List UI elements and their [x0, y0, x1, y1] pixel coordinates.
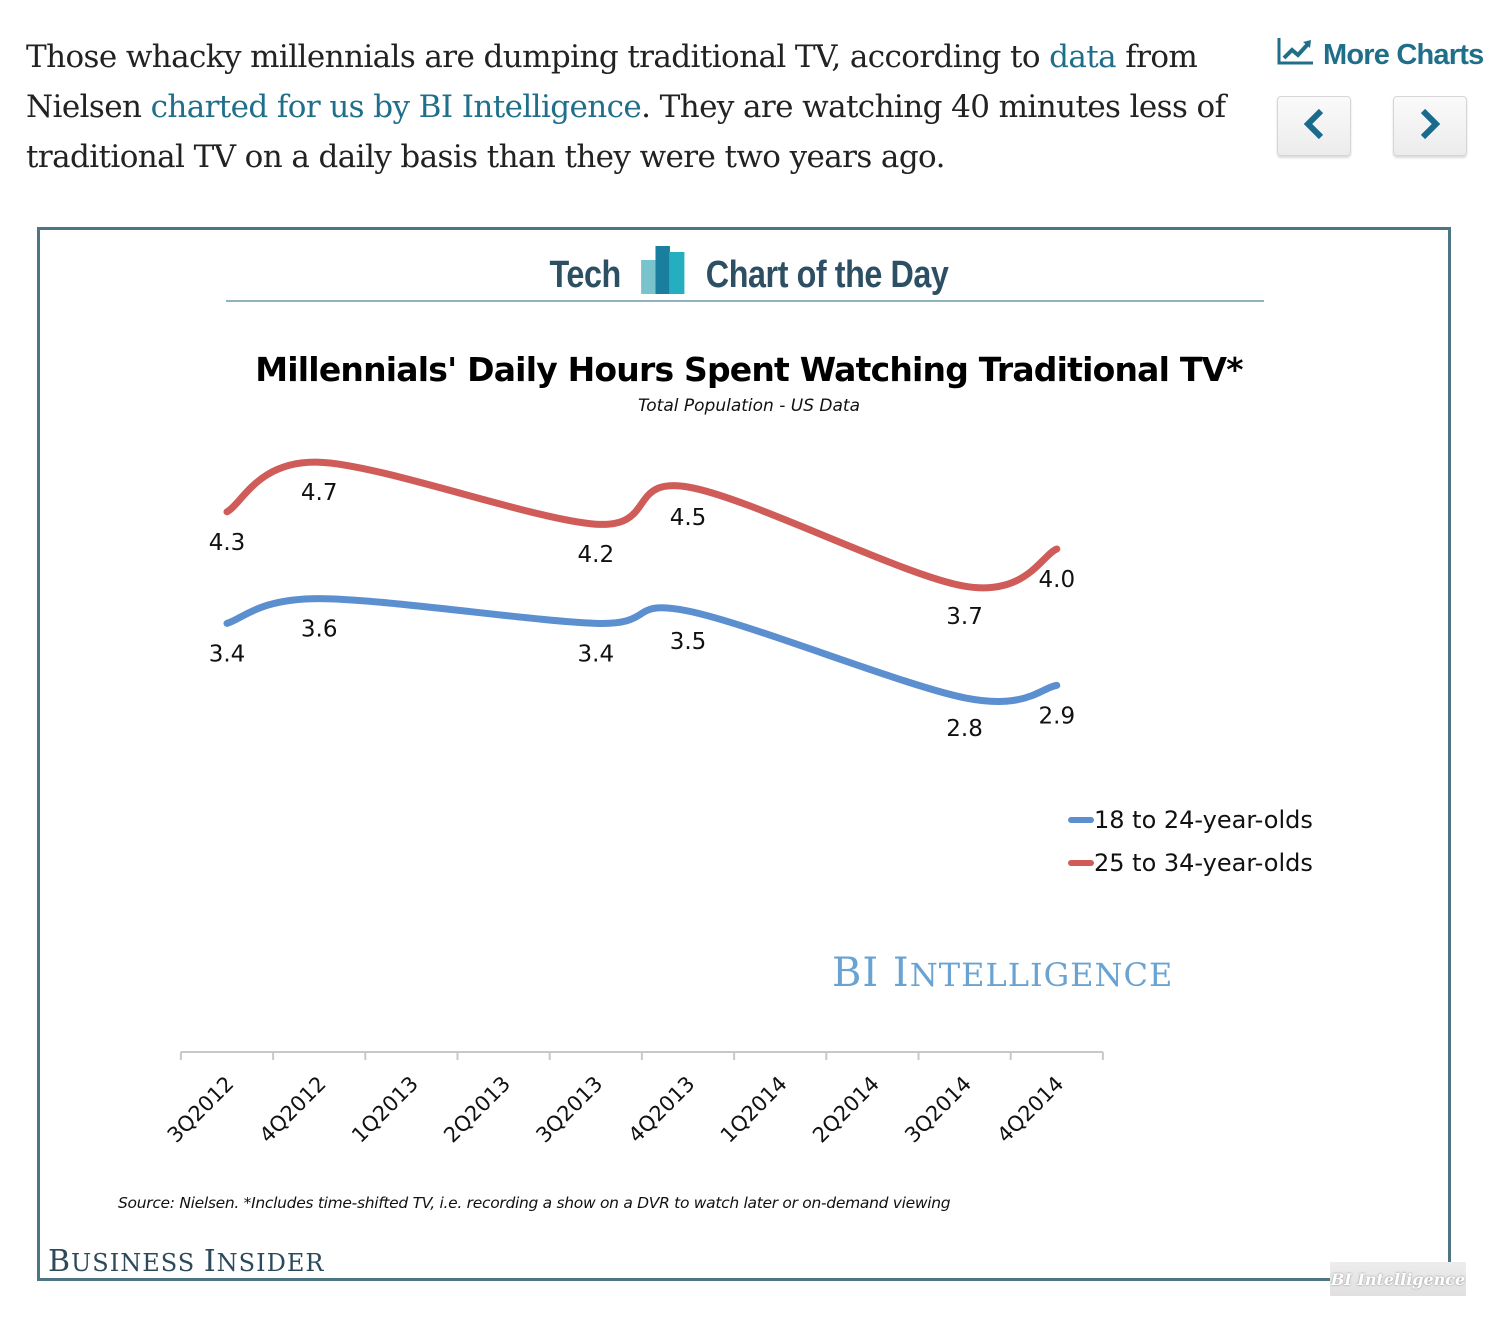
banner-chart-of-the-day: Chart of the Day	[705, 253, 949, 296]
data-label: 4.3	[209, 530, 246, 556]
x-tick-label: 2Q2013	[439, 1072, 515, 1148]
data-label: 3.4	[578, 641, 615, 667]
x-tick-label: 1Q2013	[347, 1072, 423, 1148]
line-chart-icon	[1277, 36, 1315, 74]
x-tick-label: 4Q2012	[255, 1072, 331, 1148]
chart-of-the-day-banner: Tech Chart of the Day	[112, 244, 1385, 306]
legend-item-25-34: 25 to 34-year-olds	[1068, 841, 1313, 884]
chart-source-note: Source: Nielsen. *Includes time-shifted …	[118, 1194, 951, 1212]
chart-subtitle: Total Population - US Data	[638, 396, 860, 416]
x-tick-label: 3Q2013	[531, 1072, 607, 1148]
bi-intelligence-badge: BI Intelligence	[1330, 1262, 1466, 1296]
chevron-left-icon	[1302, 107, 1326, 145]
x-tick-label: 1Q2014	[716, 1072, 792, 1148]
series-line-18-24	[223, 595, 1061, 705]
data-label: 4.0	[1039, 567, 1076, 593]
legend-label-25-34: 25 to 34-year-olds	[1094, 848, 1313, 877]
data-label: 3.7	[946, 604, 983, 630]
data-label: 3.4	[209, 641, 246, 667]
series-line-25-34	[223, 458, 1061, 592]
intro-text: Those whacky millennials are dumping tra…	[26, 39, 1050, 75]
data-label: 4.2	[578, 542, 615, 568]
data-label: 4.7	[301, 480, 338, 506]
previous-chart-button[interactable]	[1277, 96, 1351, 156]
legend-swatch-18-24	[1068, 816, 1094, 823]
data-label: 3.5	[670, 629, 707, 655]
chevron-right-icon	[1418, 107, 1442, 145]
chart-frame	[37, 227, 1451, 1281]
data-label: 2.9	[1039, 703, 1076, 729]
legend-item-18-24: 18 to 24-year-olds	[1068, 798, 1313, 841]
x-tick-label: 3Q2012	[163, 1072, 239, 1148]
data-label: 4.5	[670, 505, 707, 531]
chart-title: Millennials' Daily Hours Spent Watching …	[255, 350, 1243, 389]
bi-intelligence-watermark: BI INTELLIGENCE	[832, 950, 1174, 996]
data-label: 3.6	[301, 617, 338, 643]
data-label: 2.8	[946, 716, 983, 742]
intro-text: from Nielsen	[26, 39, 1198, 125]
x-tick-label: 2Q2014	[808, 1072, 884, 1148]
legend-label-18-24: 18 to 24-year-olds	[1094, 805, 1313, 834]
more-charts-link[interactable]: More Charts	[1277, 36, 1484, 74]
chart-legend: 18 to 24-year-olds 25 to 34-year-olds	[1068, 798, 1313, 884]
article-intro: Those whacky millennials are dumping tra…	[26, 32, 1246, 182]
bi-intelligence-link[interactable]: charted for us by BI Intelligence	[150, 89, 642, 125]
x-tick-label: 3Q2014	[900, 1072, 976, 1148]
intro-text: . They are watching 40 minutes less of t…	[26, 89, 1226, 175]
data-link[interactable]: data	[1049, 39, 1117, 75]
banner-tech: Tech	[549, 253, 622, 296]
x-tick-label: 4Q2014	[992, 1072, 1068, 1148]
x-tick-label: 4Q2013	[624, 1072, 700, 1148]
next-chart-button[interactable]	[1393, 96, 1467, 156]
business-insider-logo: BUSINESS INSIDER	[48, 1244, 325, 1279]
bar-chart-logo-icon	[641, 244, 685, 306]
more-charts-label: More Charts	[1323, 38, 1484, 71]
banner-divider	[226, 300, 1264, 302]
legend-swatch-25-34	[1068, 859, 1094, 866]
